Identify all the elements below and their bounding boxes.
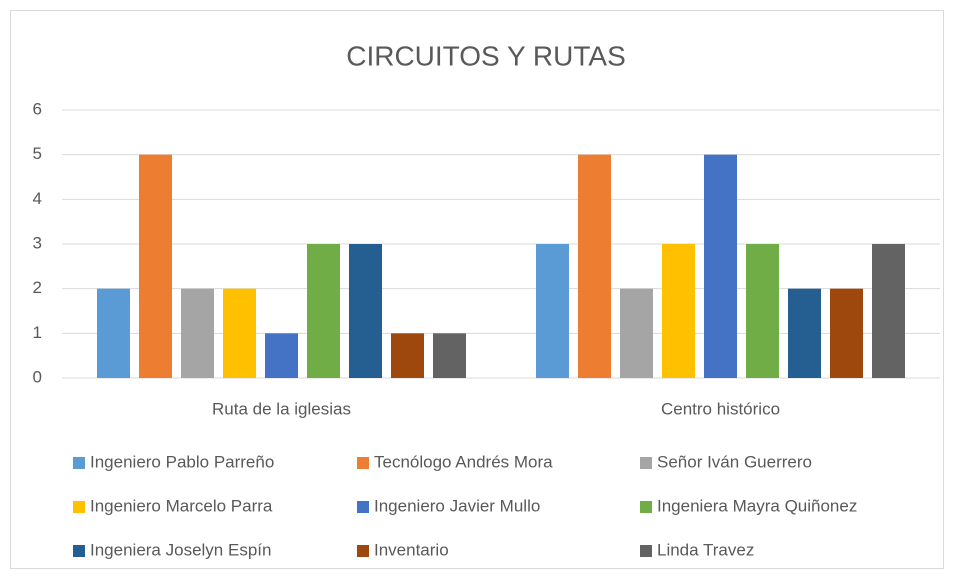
legend-swatch bbox=[640, 545, 652, 557]
y-tick-label: 0 bbox=[33, 367, 42, 386]
bar bbox=[139, 154, 172, 378]
legend-swatch bbox=[357, 501, 369, 513]
legend-swatch bbox=[73, 545, 85, 557]
y-tick-label: 5 bbox=[33, 144, 42, 163]
bar bbox=[536, 244, 569, 378]
bar bbox=[433, 333, 466, 378]
legend-label: Ingeniero Marcelo Parra bbox=[90, 496, 273, 515]
bar bbox=[830, 288, 863, 378]
legend-swatch bbox=[73, 457, 85, 469]
bar bbox=[391, 333, 424, 378]
bar bbox=[704, 154, 737, 378]
bar bbox=[662, 244, 695, 378]
bar bbox=[578, 154, 611, 378]
legend-label: Ingeniero Pablo Parreño bbox=[90, 452, 274, 471]
x-tick-label: Ruta de la iglesias bbox=[212, 399, 351, 418]
legend-label: Inventario bbox=[374, 540, 449, 559]
legend-label: Linda Travez bbox=[657, 540, 754, 559]
bar bbox=[349, 244, 382, 378]
y-tick-label: 3 bbox=[33, 233, 42, 252]
legend-swatch bbox=[357, 545, 369, 557]
legend-label: Ingeniera Joselyn Espín bbox=[90, 540, 271, 559]
legend-swatch bbox=[357, 457, 369, 469]
y-tick-label: 6 bbox=[33, 99, 42, 118]
y-tick-label: 2 bbox=[33, 278, 42, 297]
legend-swatch bbox=[73, 501, 85, 513]
y-tick-label: 4 bbox=[33, 189, 42, 208]
legend-label: Ingeniero Javier Mullo bbox=[374, 496, 540, 515]
legend-label: Ingeniera Mayra Quiñonez bbox=[657, 496, 857, 515]
bar bbox=[97, 288, 130, 378]
y-tick-label: 1 bbox=[33, 323, 42, 342]
legend-label: Tecnólogo Andrés Mora bbox=[374, 452, 553, 471]
bar bbox=[181, 288, 214, 378]
legend-label: Señor Iván Guerrero bbox=[657, 452, 812, 471]
legend-swatch bbox=[640, 501, 652, 513]
bar bbox=[223, 288, 256, 378]
bar bbox=[788, 288, 821, 378]
bar bbox=[265, 333, 298, 378]
bar bbox=[872, 244, 905, 378]
bar bbox=[746, 244, 779, 378]
bar bbox=[620, 288, 653, 378]
legend-swatch bbox=[640, 457, 652, 469]
x-tick-label: Centro histórico bbox=[661, 399, 780, 418]
bar bbox=[307, 244, 340, 378]
chart-title: CIRCUITOS Y RUTAS bbox=[346, 40, 626, 71]
